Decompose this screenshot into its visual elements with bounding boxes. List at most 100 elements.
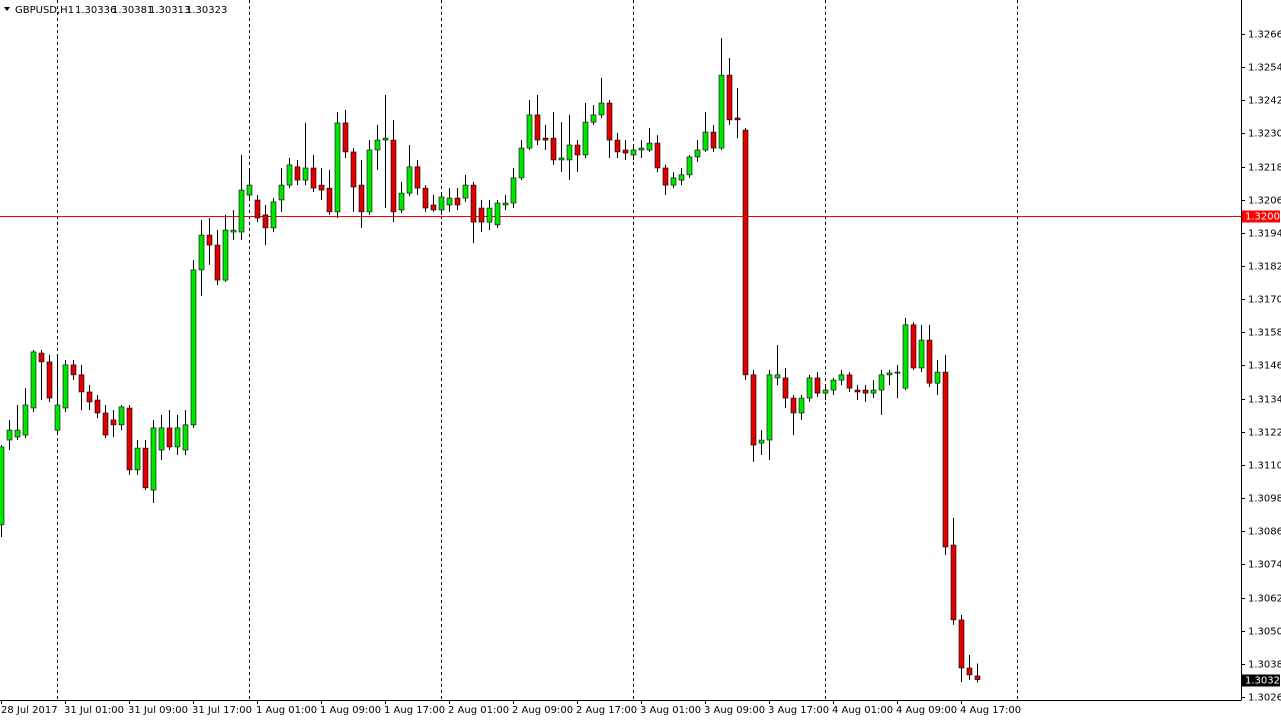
candle-body [174,427,181,448]
x-tick-label: 3 Aug 17:00 [768,705,829,716]
candle-body [686,156,693,176]
candle-body [294,166,301,181]
candle-body [702,131,709,151]
y-tick-label: 1.31220 [1248,428,1281,439]
candle-body [62,364,69,409]
candle-body [670,177,677,186]
candle-body [54,404,61,431]
candle-body [518,147,525,179]
candle-body [470,184,477,223]
candle-body [238,189,245,233]
candle-body [102,412,109,436]
candle-body [22,404,29,436]
y-tick-label: 1.30620 [1248,594,1281,605]
candle-body [262,214,269,229]
y-tick-label: 1.30500 [1248,627,1281,638]
x-tick-label: 1 Aug 09:00 [320,705,381,716]
y-tick-label: 1.30260 [1248,693,1281,704]
candle-body [558,157,565,161]
chart-title: GBPUSD,H1 [15,5,74,16]
candle-body [566,144,573,161]
candle-body [790,397,797,414]
candle-body [182,424,189,451]
candle-body [118,406,125,426]
candle-body [742,129,749,376]
header-high: 1.30381 [112,5,153,16]
y-tick-label: 1.31340 [1248,395,1281,406]
candle-body [774,374,781,379]
candle-body [310,167,317,189]
candle-body [318,184,325,191]
candle-body [886,372,893,376]
price-level-label: 1.32000 [1245,212,1281,223]
candle-body [694,149,701,158]
y-tick-label: 1.32540 [1248,63,1281,74]
y-tick-label: 1.32300 [1248,129,1281,140]
candle-body [198,234,205,271]
x-tick-label: 4 Aug 09:00 [896,705,957,716]
candle-body [366,149,373,213]
candle-body [574,144,581,156]
candle-body [494,202,501,226]
candle-body [438,196,445,211]
candle-body [478,207,485,223]
x-tick-label: 4 Aug 01:00 [832,705,893,716]
y-tick-label: 1.30860 [1248,527,1281,538]
candle-body [422,187,429,209]
x-tick-label: 2 Aug 01:00 [448,705,509,716]
candle-body [758,439,765,444]
candle-body [398,192,405,211]
candle-body [406,166,413,194]
candle-body [902,324,909,389]
candle-body [142,447,149,489]
y-tick-label: 1.31700 [1248,295,1281,306]
x-tick-label: 31 Jul 17:00 [192,705,252,716]
x-tick-label: 28 Jul 2017 [1,705,58,716]
candle-body [286,164,293,186]
candle-body [766,374,773,441]
candle-body [726,74,733,121]
y-tick-label: 1.31580 [1248,328,1281,339]
candle-body [166,427,173,448]
y-tick-label: 1.32660 [1248,30,1281,41]
candle-body [910,324,917,369]
candle-body [278,184,285,201]
x-tick-label: 3 Aug 09:00 [704,705,765,716]
candle-body [526,114,533,149]
candle-body [958,619,965,669]
candle-body [270,201,277,229]
candle-body [158,427,165,451]
y-tick-label: 1.30980 [1248,494,1281,505]
candle-body [862,389,869,394]
candle-body [206,234,213,246]
candle-body [38,352,45,363]
candle-body [870,389,877,394]
candle-body [342,122,349,153]
candle-body [654,142,661,169]
candle-body [446,197,453,206]
x-tick-label: 4 Aug 17:00 [960,705,1021,716]
candle-body [374,139,381,151]
candle-body [798,397,805,414]
candle-body [782,377,789,399]
candle-body [590,114,597,123]
candle-body [190,269,197,426]
candle-body [806,377,813,399]
candle-body [822,389,829,394]
candle-body [534,114,541,141]
candle-body [126,407,133,471]
candle-body [966,667,973,676]
candle-body [382,137,389,141]
candle-body [78,374,85,393]
candle-body [598,102,605,116]
candle-body [46,361,53,399]
candle-body [358,184,365,213]
candle-body [134,447,141,471]
candle-body [934,371,941,384]
candle-body [110,419,117,426]
candle-body [678,174,685,181]
candle-body [246,184,253,196]
candle-body [846,374,853,389]
x-tick-label: 1 Aug 01:00 [256,705,317,716]
